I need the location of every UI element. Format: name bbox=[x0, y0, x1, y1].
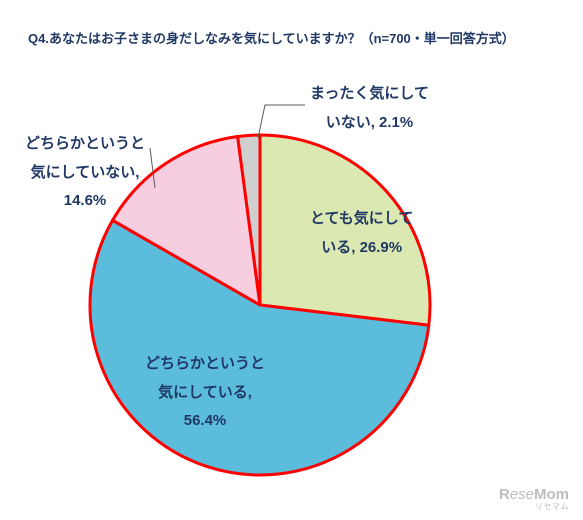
slice-label-somewhat: どちらかというと 気にしている, 56.4% bbox=[145, 350, 265, 436]
slice-label-not-much: どちらかというと 気にしていない, 14.6% bbox=[25, 130, 145, 216]
slice-label-not-at-all: まったく気にして いない, 2.1% bbox=[310, 80, 429, 137]
chart-title: Q4.あなたはお子さまの身だしなみを気にしていますか？（n=700・単一回答方式… bbox=[28, 28, 515, 47]
leader-not_at_all bbox=[258, 105, 305, 138]
slice-label-very: とても気にして いる, 26.9% bbox=[310, 205, 413, 262]
watermark: ReseMom リセマム bbox=[499, 486, 569, 512]
pie-chart: とても気にして いる, 26.9% どちらかというと 気にしている, 56.4%… bbox=[0, 70, 583, 490]
